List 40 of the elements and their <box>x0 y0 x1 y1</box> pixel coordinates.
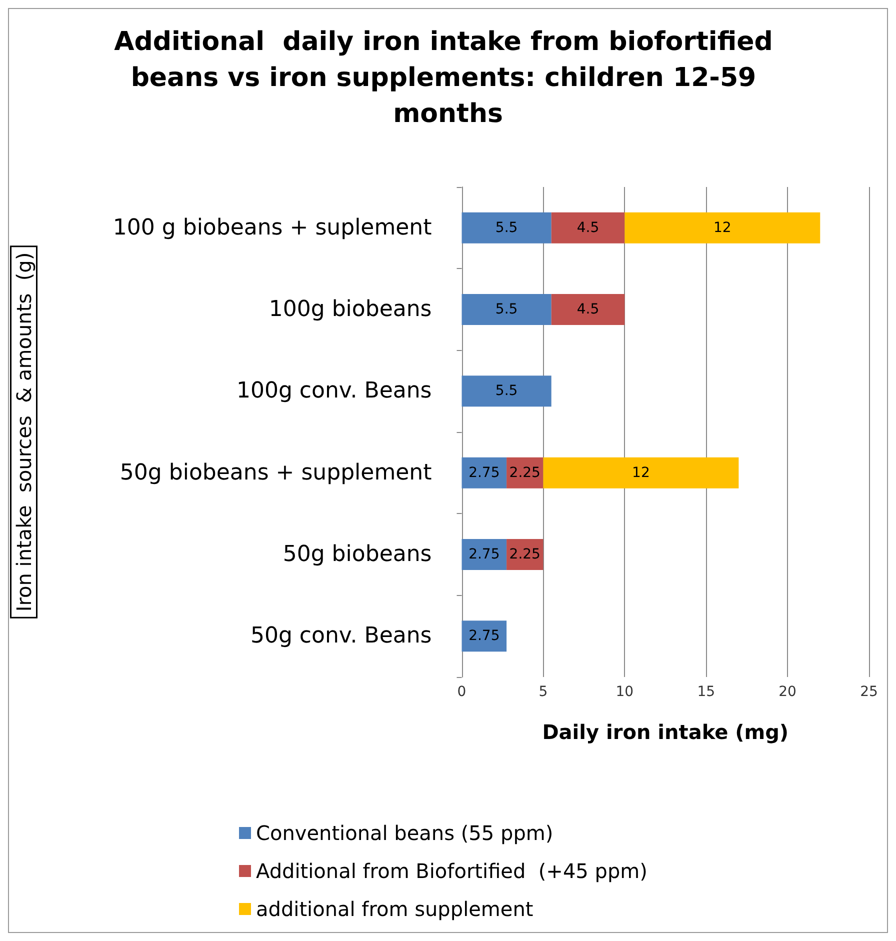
data-label: 5.5 <box>495 383 518 400</box>
bar <box>462 620 507 652</box>
y-tick-label: 50g biobeans <box>282 542 432 567</box>
x-tick-label: 20 <box>778 684 796 700</box>
bar <box>551 212 625 244</box>
data-label: 2.25 <box>509 546 540 562</box>
y-tick-label: 100 g biobeans + suplement <box>112 215 432 240</box>
bar <box>462 294 552 326</box>
bar <box>462 212 552 244</box>
legend-label: additional from supplement <box>256 897 534 921</box>
bar <box>624 212 820 244</box>
data-label: 5.5 <box>495 220 518 236</box>
data-label: 2.25 <box>509 464 540 481</box>
data-label: 2.75 <box>468 628 500 644</box>
legend-label: Conventional beans (55 ppm) <box>256 821 554 845</box>
bar <box>543 457 739 488</box>
bar <box>551 294 625 326</box>
legend-label: Additional from Biofortified (+45 ppm) <box>256 859 648 883</box>
data-label: 4.5 <box>576 302 600 318</box>
data-label: 5.5 <box>495 302 518 318</box>
data-label: 12 <box>632 464 650 481</box>
x-tick-label: 5 <box>538 684 548 700</box>
y-tick-label: 50g conv. Beans <box>250 624 432 649</box>
x-tick-label: 25 <box>860 684 878 700</box>
chart-title: Additional daily iron intake from biofortified beans vs iron supplements: children 12-59 months <box>114 27 782 129</box>
data-label: 2.75 <box>468 464 500 481</box>
y-tick-label: 100g biobeans <box>268 297 432 322</box>
bar <box>462 376 552 407</box>
bar <box>462 538 507 570</box>
data-label: 2.75 <box>468 546 500 562</box>
data-label: 4.5 <box>576 220 600 236</box>
x-tick-label: 15 <box>697 684 716 700</box>
y-axis-title: Iron intake sources & amounts (g) <box>12 252 36 612</box>
y-tick-label: 100g conv. Beans <box>236 378 432 404</box>
x-tick-label: 0 <box>457 684 466 700</box>
bar <box>462 457 507 488</box>
y-tick-label: 50g biobeans + supplement <box>120 460 432 486</box>
x-axis-title: Daily iron intake (mg) <box>542 720 789 744</box>
data-label: 12 <box>713 220 732 236</box>
x-tick-label: 10 <box>616 684 634 700</box>
